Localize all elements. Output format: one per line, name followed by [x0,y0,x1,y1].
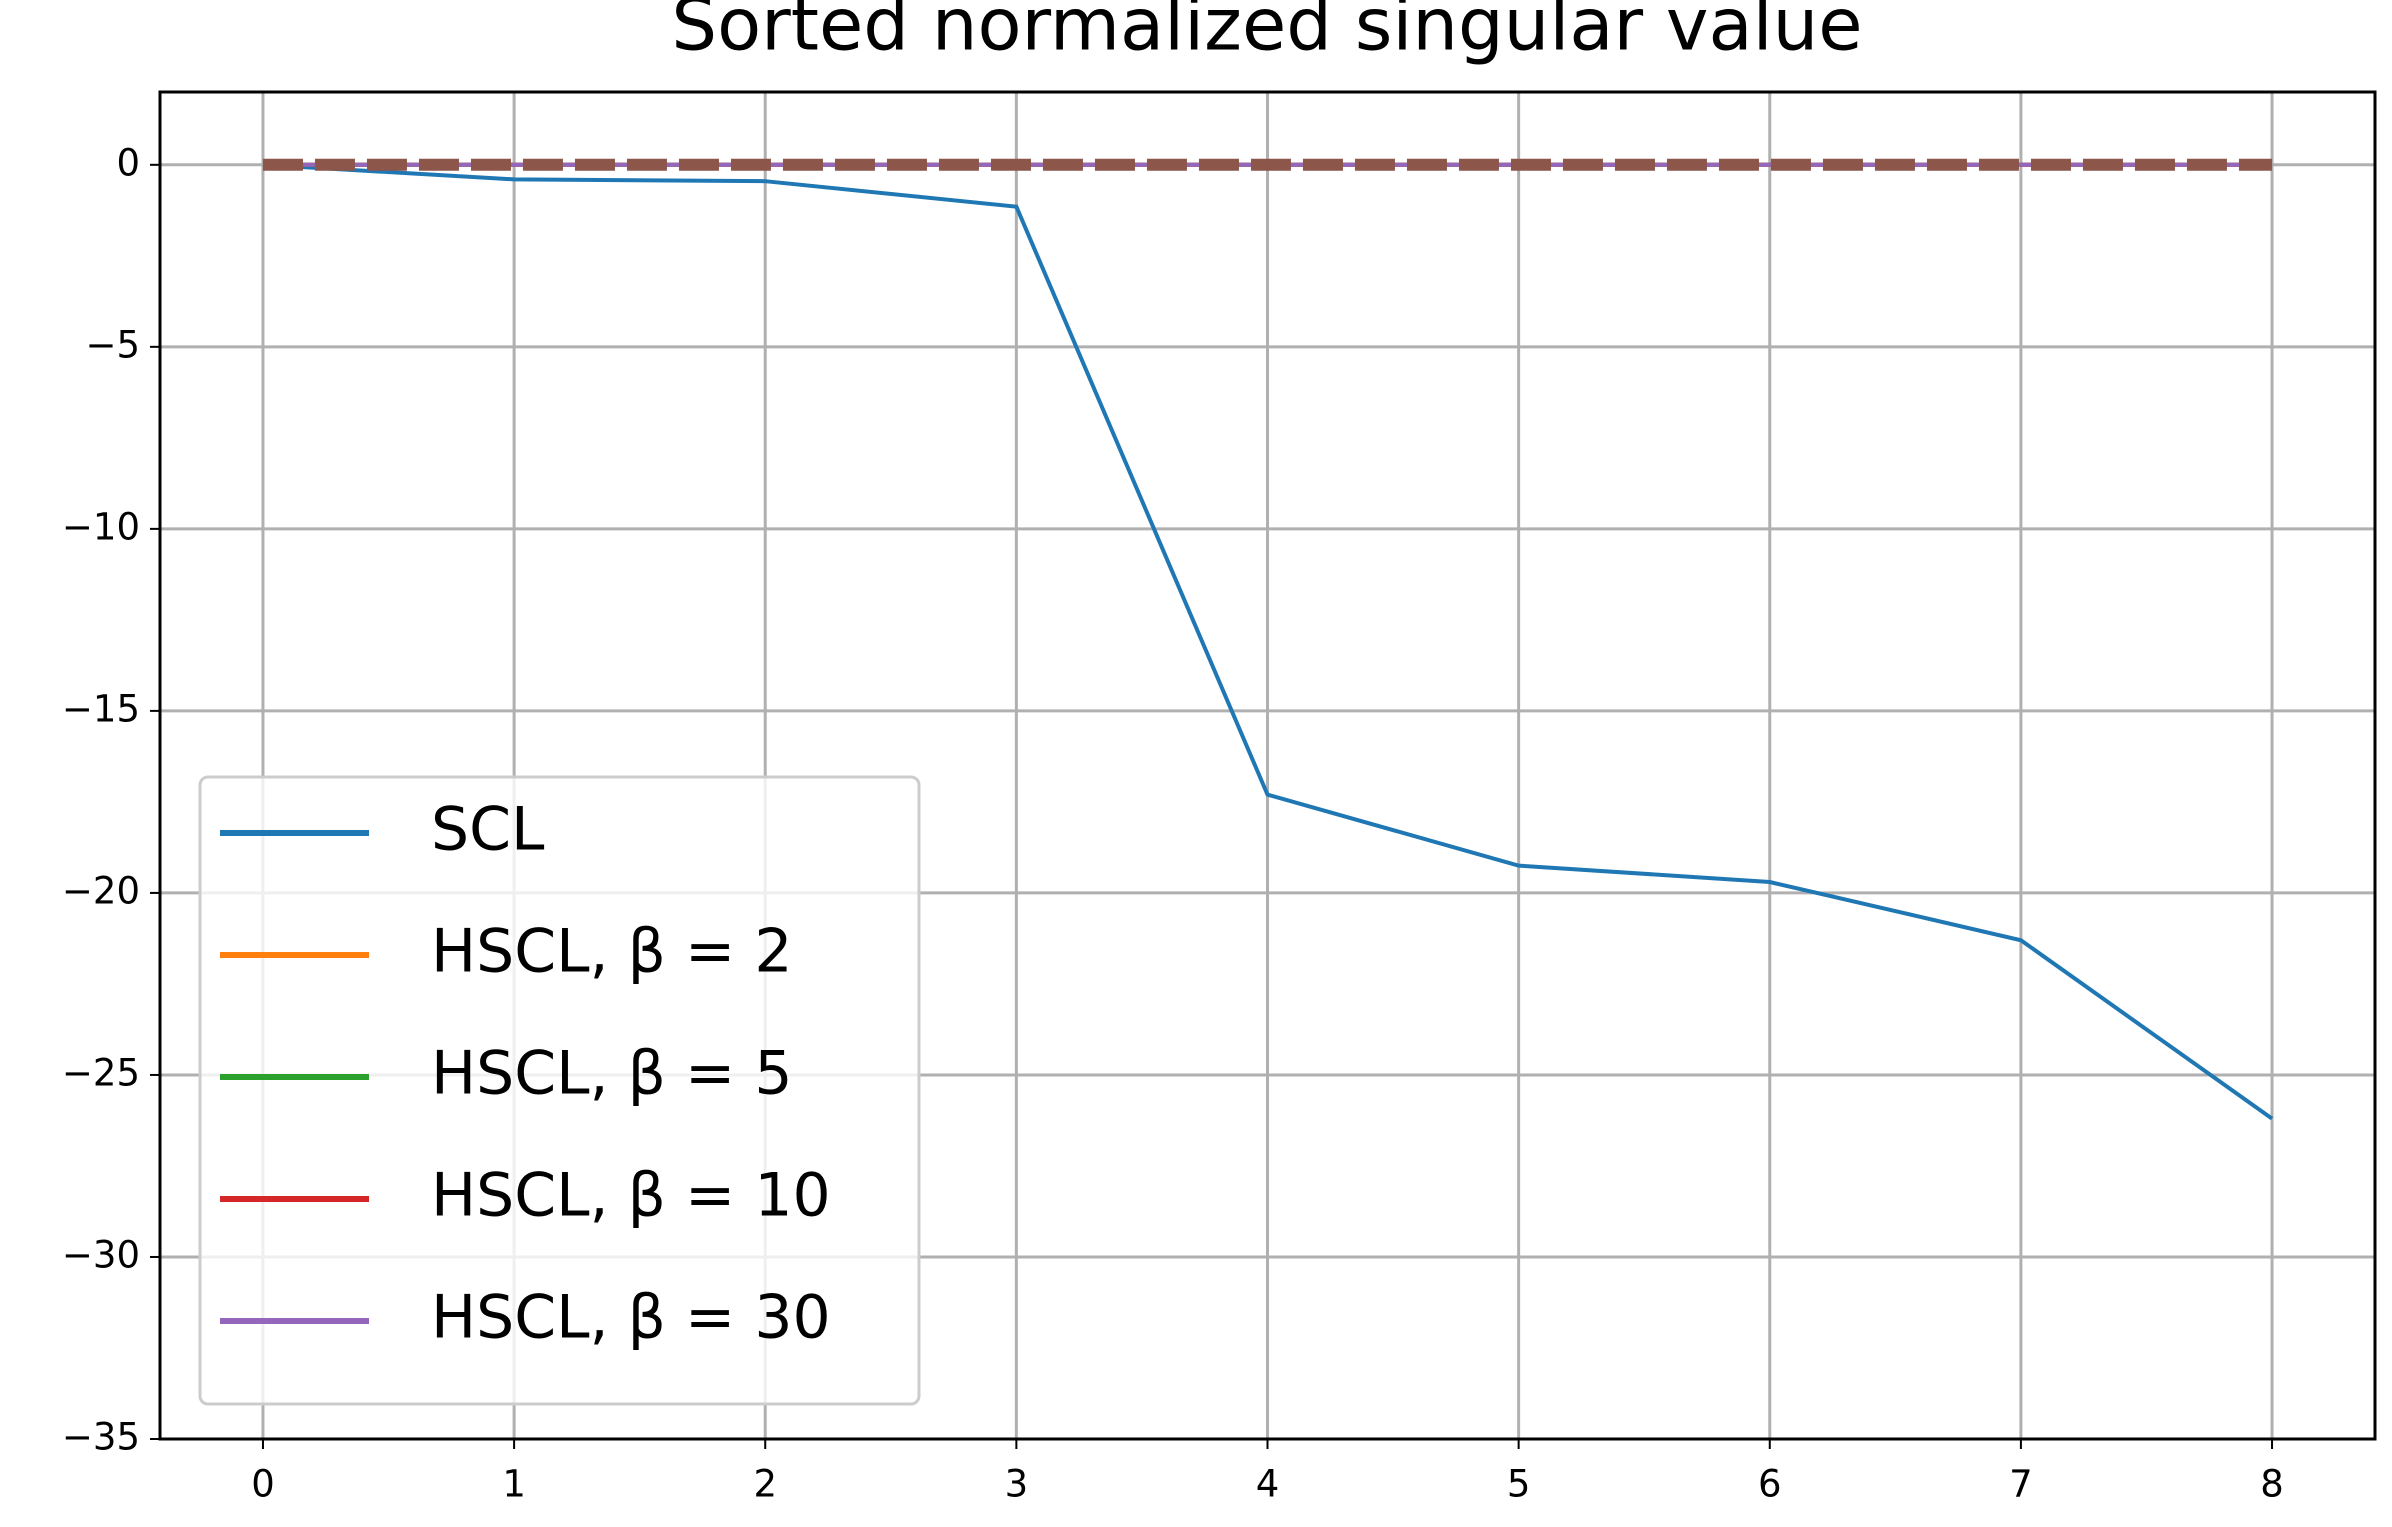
y-tick-label: −30 [62,1233,140,1276]
legend-label: HSCL, β = 2 [431,917,793,987]
legend-label: HSCL, β = 5 [431,1039,793,1109]
plot-frame [158,90,2377,1441]
y-tick-label: −15 [62,687,140,730]
x-tick-label: 1 [502,1463,526,1506]
chart-title: Sorted normalized singular value [671,0,1862,67]
legend-label: HSCL, β = 30 [431,1283,831,1353]
legend-label: HSCL, β = 10 [431,1161,831,1231]
series-line [262,162,2274,1121]
legend-label: SCL [431,795,545,865]
x-tick-label: 7 [2009,1463,2033,1506]
legend-box [198,775,921,1406]
y-tick-label: −25 [62,1051,140,1094]
x-tick-label: 2 [753,1463,777,1506]
x-tick-label: 6 [1758,1463,1782,1506]
y-tick-label: −10 [62,505,140,548]
x-tick-label: 0 [251,1463,275,1506]
y-tick-label: −5 [85,323,140,366]
y-tick-label: −35 [62,1416,140,1459]
y-tick-label: −20 [62,869,140,912]
legend: SCL HSCL, β = 2 HSCL, β = 5 HSCL, β = 10 HSC… [198,775,921,1406]
x-tick-label: 4 [1256,1463,1280,1506]
y-tick-label: 0 [116,141,140,184]
x-tick-label: 5 [1507,1463,1531,1506]
x-tick-label: 3 [1005,1463,1029,1506]
x-tick-label: 8 [2260,1463,2284,1506]
